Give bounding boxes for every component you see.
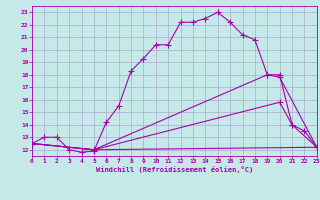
X-axis label: Windchill (Refroidissement éolien,°C): Windchill (Refroidissement éolien,°C) bbox=[96, 166, 253, 173]
